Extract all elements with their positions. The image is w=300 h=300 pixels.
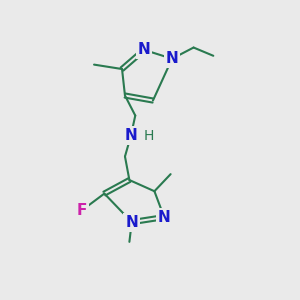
Text: N: N [158, 210, 170, 225]
Text: N: N [125, 214, 138, 230]
Text: N: N [138, 42, 151, 57]
Text: N: N [166, 51, 178, 66]
Text: N: N [124, 128, 137, 143]
Text: F: F [77, 202, 88, 217]
Text: H: H [144, 129, 154, 143]
